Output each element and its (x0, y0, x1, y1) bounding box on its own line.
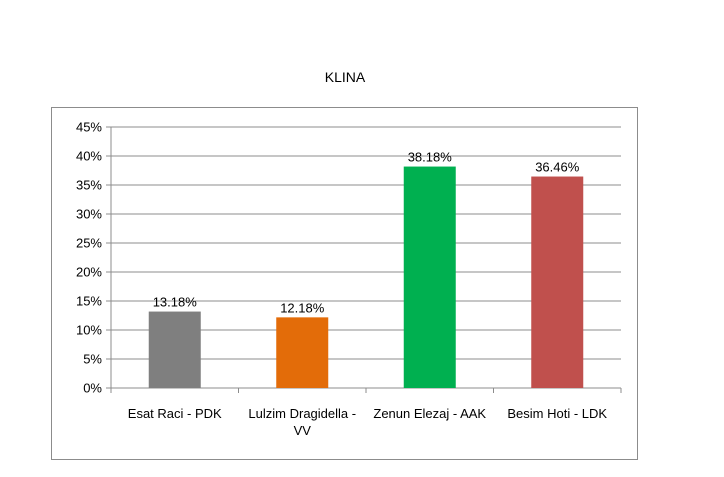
category-label-line: Zenun Elezaj - AAK (373, 406, 486, 421)
data-label: 12.18% (280, 300, 325, 315)
bar (403, 166, 456, 388)
data-label: 38.18% (408, 150, 453, 165)
data-label: 13.18% (153, 295, 198, 310)
y-tick-label: 10% (76, 323, 102, 338)
y-tick-label: 0% (83, 381, 102, 396)
y-tick-label: 25% (76, 236, 102, 251)
category-label: Besim Hoti - LDK (507, 406, 607, 421)
y-tick-label: 35% (76, 178, 102, 193)
y-tick-label: 20% (76, 265, 102, 280)
chart-frame (51, 107, 638, 460)
bar (276, 317, 329, 388)
y-tick-label: 15% (76, 294, 102, 309)
category-label-line: Esat Raci - PDK (128, 406, 222, 421)
y-tick-label: 5% (83, 352, 102, 367)
bars (148, 166, 584, 388)
y-tick-label: 45% (76, 120, 102, 135)
data-label: 36.46% (535, 160, 580, 175)
category-label-line: VV (294, 423, 312, 438)
category-label-line: Lulzim Dragidella - (248, 406, 356, 421)
category-label-line: Besim Hoti - LDK (507, 406, 607, 421)
labels: 0% 5% 10% 15% 20% 25% 30% 35% 40% 45% 13.18% Esat R… (76, 120, 607, 439)
y-tick-label: 40% (76, 149, 102, 164)
chart-title: KLINA (324, 69, 366, 85)
category-label: Esat Raci - PDK (128, 406, 222, 421)
category-label: Lulzim Dragidella - VV (248, 406, 356, 438)
category-label: Zenun Elezaj - AAK (373, 406, 486, 421)
y-tick-label: 30% (76, 207, 102, 222)
bar (531, 176, 584, 388)
bar (148, 311, 201, 388)
